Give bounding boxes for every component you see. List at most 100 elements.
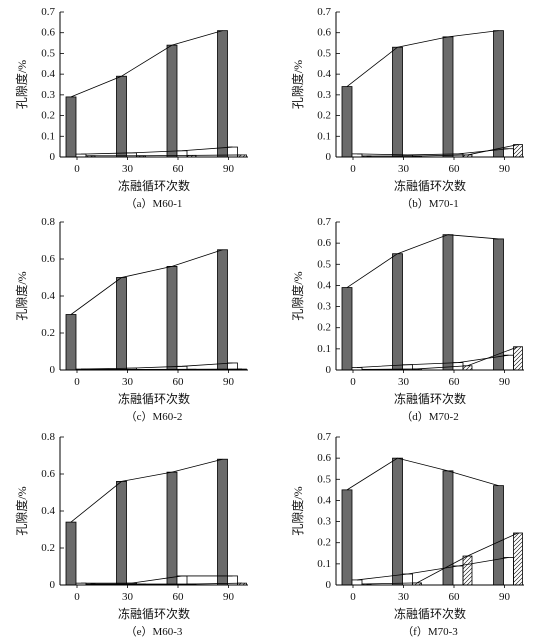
chart-panel-a: 0 0.1 0.2 0.3 0.4 0.5 0.6 0.7 0 30 60 90 孔隙度/% 冻融循环次数…	[14, 6, 248, 210]
y-tick-label: 0.6	[317, 27, 331, 39]
y-tick-label: 0.2	[41, 542, 55, 554]
trend-line-series-1	[346, 30, 499, 87]
bar-series-1-cat-30	[116, 75, 127, 158]
y-tick-label: 0.3	[41, 89, 55, 101]
trend-line-series-3	[366, 532, 519, 585]
y-tick-label: 0.4	[41, 505, 55, 517]
panel-caption: （b）M70-1	[401, 197, 458, 210]
bar-series-1-cat-90	[493, 485, 504, 586]
y-tick-label: 0.8	[41, 216, 55, 228]
x-tick-label: 60	[173, 376, 185, 388]
trend-line-series-1	[346, 234, 499, 288]
y-tick-label: 0.7	[317, 6, 331, 18]
bar-series-3-cat-60	[462, 365, 473, 371]
y-tick-label: 0.8	[41, 431, 55, 443]
y-tick-label: 0.6	[41, 253, 55, 265]
bar-series-1-cat-30	[116, 277, 127, 371]
trend-line-series-2	[356, 354, 509, 368]
y-tick-label: 0	[50, 364, 56, 376]
y-tick-label: 0.4	[317, 494, 331, 506]
y-tick-label: 0.2	[41, 110, 55, 122]
bar-series-1-cat-30	[392, 46, 403, 158]
y-axis-title: 孔隙度/%	[290, 486, 305, 535]
y-tick-label: 0.1	[317, 558, 331, 570]
x-tick-label: 90	[499, 163, 511, 175]
y-axis-title: 孔隙度/%	[290, 60, 305, 109]
bar-series-3-cat-90	[513, 346, 523, 371]
x-tick-label: 0	[350, 376, 356, 388]
x-tick-label: 90	[499, 376, 511, 388]
bar-series-1-cat-60	[166, 265, 178, 371]
trend-line-series-3	[90, 582, 243, 585]
panel-caption: （d）M70-2	[401, 410, 458, 423]
x-tick-label: 30	[398, 163, 410, 175]
x-tick-label: 90	[223, 591, 235, 603]
bar-series-1-cat-90	[217, 249, 228, 371]
x-tick-label: 0	[74, 376, 80, 388]
y-tick-label: 0.1	[317, 130, 331, 142]
x-tick-label: 60	[449, 591, 461, 603]
y-tick-label: 0.6	[317, 237, 331, 249]
y-tick-label: 0.1	[41, 130, 55, 142]
bar-series-1-cat-90	[493, 238, 504, 371]
x-tick-label: 30	[398, 376, 410, 388]
x-tick-label: 60	[449, 163, 461, 175]
x-axis-title: 冻融循环次数	[394, 391, 466, 406]
x-tick-label: 90	[223, 163, 235, 175]
bar-series-3-cat-90	[513, 144, 523, 158]
bar-series-1-cat-0	[341, 287, 353, 371]
y-tick-label: 0	[50, 579, 56, 591]
chart-panel-e: 0 0.2 0.4 0.6 0.8 0 30 60 90 孔隙度/% 冻融循环次数 （e）M60-3	[14, 431, 248, 638]
bar-series-1-cat-0	[65, 314, 77, 371]
y-tick-label: 0	[50, 151, 56, 163]
y-tick-label: 0.3	[317, 89, 331, 101]
trend-line-series-3	[366, 144, 519, 157]
x-tick-label: 0	[350, 591, 356, 603]
x-tick-label: 30	[398, 591, 410, 603]
bar-series-1-cat-60	[442, 36, 454, 158]
trend-line-series-2	[80, 146, 233, 155]
bar-series-2-cat-30	[126, 152, 137, 158]
y-tick-label: 0.5	[317, 47, 331, 59]
y-axis-title: 孔隙度/%	[14, 60, 29, 109]
y-tick-label: 0.3	[317, 301, 331, 313]
x-axis-title: 冻融循环次数	[394, 606, 466, 621]
bar-series-1-cat-30	[392, 253, 403, 371]
bar-series-1-cat-0	[341, 489, 353, 586]
y-tick-label: 0.2	[317, 110, 331, 122]
trend-line-series-1	[70, 249, 223, 315]
bar-series-1-cat-0	[65, 96, 77, 158]
y-tick-label: 0.5	[317, 473, 331, 485]
y-tick-label: 0.2	[41, 327, 55, 339]
bar-series-2-cat-90	[227, 146, 238, 158]
bar-series-1-cat-90	[217, 458, 228, 586]
bar-series-1-cat-0	[341, 86, 353, 158]
x-axis-title: 冻融循环次数	[118, 178, 190, 193]
bar-series-1-cat-60	[166, 471, 178, 586]
y-tick-label: 0.6	[41, 27, 55, 39]
panel-caption: （f）M70-3	[402, 625, 458, 638]
x-tick-label: 0	[74, 591, 80, 603]
y-tick-label: 0.5	[317, 258, 331, 270]
trend-line-series-3	[90, 154, 243, 157]
y-tick-label: 0.2	[317, 322, 331, 334]
panel-caption: （a）M60-1	[126, 197, 183, 210]
panel-caption: （e）M60-3	[126, 625, 183, 638]
x-axis-title: 冻融循环次数	[118, 391, 190, 406]
y-tick-label: 0	[326, 579, 332, 591]
y-tick-label: 0.4	[41, 290, 55, 302]
y-axis-title: 孔隙度/%	[290, 271, 305, 320]
y-tick-label: 0.7	[41, 6, 55, 18]
y-tick-label: 0.2	[317, 537, 331, 549]
x-tick-label: 30	[122, 376, 134, 388]
trend-line-series-2	[81, 575, 233, 584]
y-tick-label: 0	[326, 364, 332, 376]
y-tick-label: 0.4	[317, 279, 331, 291]
trend-line-series-2	[356, 557, 509, 581]
x-tick-label: 60	[449, 376, 461, 388]
y-tick-label: 0	[326, 151, 332, 163]
bar-series-1-cat-90	[493, 30, 504, 158]
chart-panel-d: 0 0.1 0.2 0.3 0.4 0.5 0.6 0.7 0 30 60 90 孔隙度/% 冻融循环次数…	[290, 216, 524, 423]
bar-series-1-cat-30	[392, 457, 403, 586]
